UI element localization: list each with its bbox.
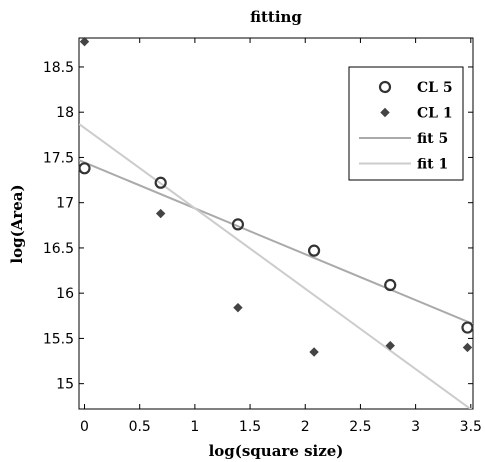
x-tick-label: 2.5 — [349, 419, 371, 435]
y-tick-label: 17.5 — [43, 150, 74, 166]
y-tick-label: 18.5 — [43, 60, 74, 76]
x-tick-label: 1 — [190, 419, 199, 435]
legend-marker-cl-1 — [380, 107, 390, 118]
series-cl-5 — [78, 162, 474, 334]
data-point-cl-1 — [233, 302, 243, 313]
x-tick-label: 1.5 — [239, 419, 261, 435]
y-tick-label: 16 — [56, 286, 74, 302]
legend-label: CL 5 — [417, 80, 453, 96]
legend: CL 5 CL 1 fit 5 fit 1 — [348, 66, 464, 181]
series-layer — [78, 36, 474, 409]
data-point-cl-1 — [462, 342, 473, 353]
series-cl-1 — [79, 36, 473, 357]
y-tick-label: 16.5 — [43, 241, 74, 257]
fit-line-fit-5 — [79, 159, 473, 325]
y-axis-ticks: 15 15.5 16 16.5 17 17.5 18 18.5 — [43, 60, 473, 393]
x-axis-ticks: 0 0.5 1 1.5 2 2.5 3 3.5 — [80, 38, 482, 435]
data-point-cl-5 — [231, 218, 245, 231]
x-tick-label: 0.5 — [129, 419, 151, 435]
data-point-cl-1 — [309, 347, 319, 357]
legend-label: fit 1 — [417, 157, 448, 173]
chart-title: fitting — [250, 8, 302, 26]
data-point-cl-5 — [461, 321, 474, 334]
data-point-cl-1 — [155, 208, 166, 219]
x-axis-label: log(square size) — [209, 442, 344, 460]
data-point-cl-1 — [79, 36, 90, 47]
legend-box — [348, 66, 464, 181]
y-tick-label: 15 — [56, 377, 74, 393]
y-tick-label: 18 — [56, 105, 74, 121]
y-tick-label: 15.5 — [43, 331, 74, 347]
x-tick-label: 3.5 — [460, 419, 482, 435]
legend-marker-cl-5 — [378, 80, 392, 94]
data-point-cl-5 — [384, 278, 397, 292]
data-point-cl-5 — [154, 176, 167, 189]
legend-entry-cl-5: CL 5 — [378, 80, 453, 96]
legend-label: fit 5 — [417, 131, 448, 147]
data-point-cl-5 — [307, 244, 321, 257]
legend-label: CL 1 — [417, 106, 453, 122]
x-tick-label: 2 — [301, 419, 310, 435]
series-fit-1 — [79, 123, 473, 409]
legend-entry-fit-1: fit 1 — [359, 157, 448, 173]
fit-line-fit-1 — [79, 123, 473, 409]
data-point-cl-1 — [385, 340, 395, 351]
y-tick-label: 17 — [56, 196, 74, 212]
y-axis-label: log(Area) — [8, 184, 26, 263]
x-tick-label: 0 — [80, 419, 89, 435]
x-tick-label: 3 — [411, 419, 420, 435]
data-point-cl-5 — [78, 162, 91, 175]
series-fit-5 — [79, 159, 473, 325]
legend-entry-cl-1: CL 1 — [380, 106, 453, 122]
legend-entry-fit-5: fit 5 — [359, 131, 448, 147]
